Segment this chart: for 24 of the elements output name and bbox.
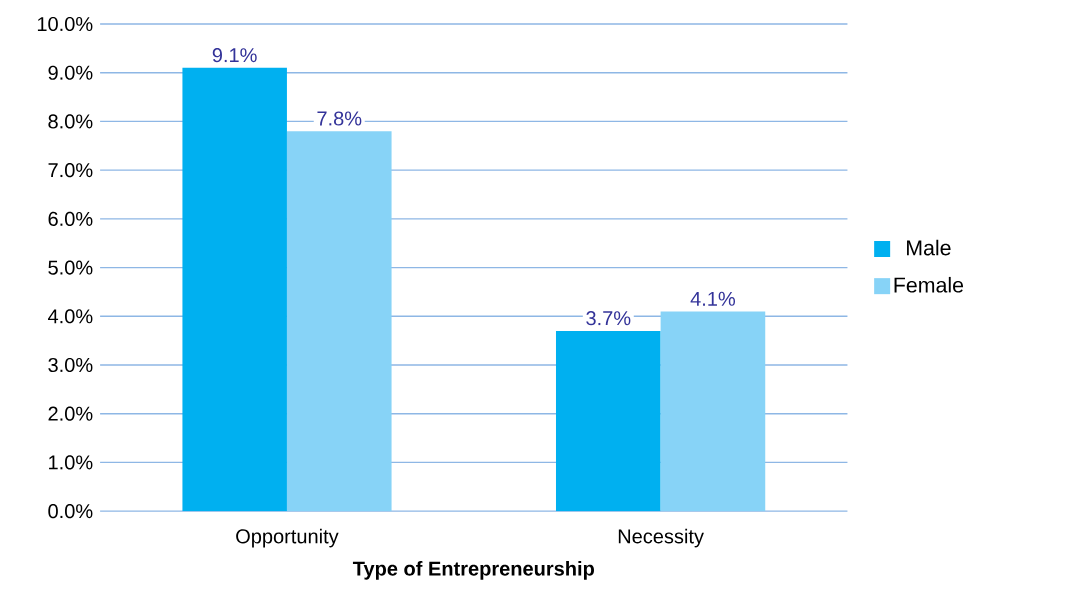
y-tick-label: 7.0%	[48, 162, 93, 178]
y-tick-label: 6.0%	[48, 211, 93, 226]
y-tick-label: 5.0%	[48, 260, 93, 275]
y-tick-label: 10.0%	[37, 16, 93, 31]
y-tick-label: 4.0%	[48, 309, 93, 324]
x-tick-label: Opportunity	[236, 528, 339, 548]
bar	[660, 311, 766, 512]
x-axis-title: Type of Entrepreneurship	[352, 560, 594, 580]
data-label: 7.8%	[317, 111, 362, 126]
data-label: 9.1%	[212, 47, 257, 63]
y-tick-label: 2.0%	[48, 406, 93, 421]
data-label: 3.7%	[586, 311, 631, 326]
bar	[555, 330, 661, 512]
y-tick-label: 0.0%	[48, 503, 93, 519]
legend-label: Female	[894, 276, 964, 293]
legend-label: Male	[907, 239, 951, 256]
x-tick-label: Necessity	[618, 528, 704, 548]
bar	[182, 67, 287, 512]
bar	[286, 131, 392, 512]
y-tick-label: 1.0%	[49, 455, 93, 470]
data-label: 4.1%	[690, 291, 736, 306]
y-tick-label: 9.0%	[48, 65, 93, 80]
y-tick-label: 3.0%	[48, 357, 93, 372]
y-tick-label: 8.0%	[48, 114, 93, 129]
